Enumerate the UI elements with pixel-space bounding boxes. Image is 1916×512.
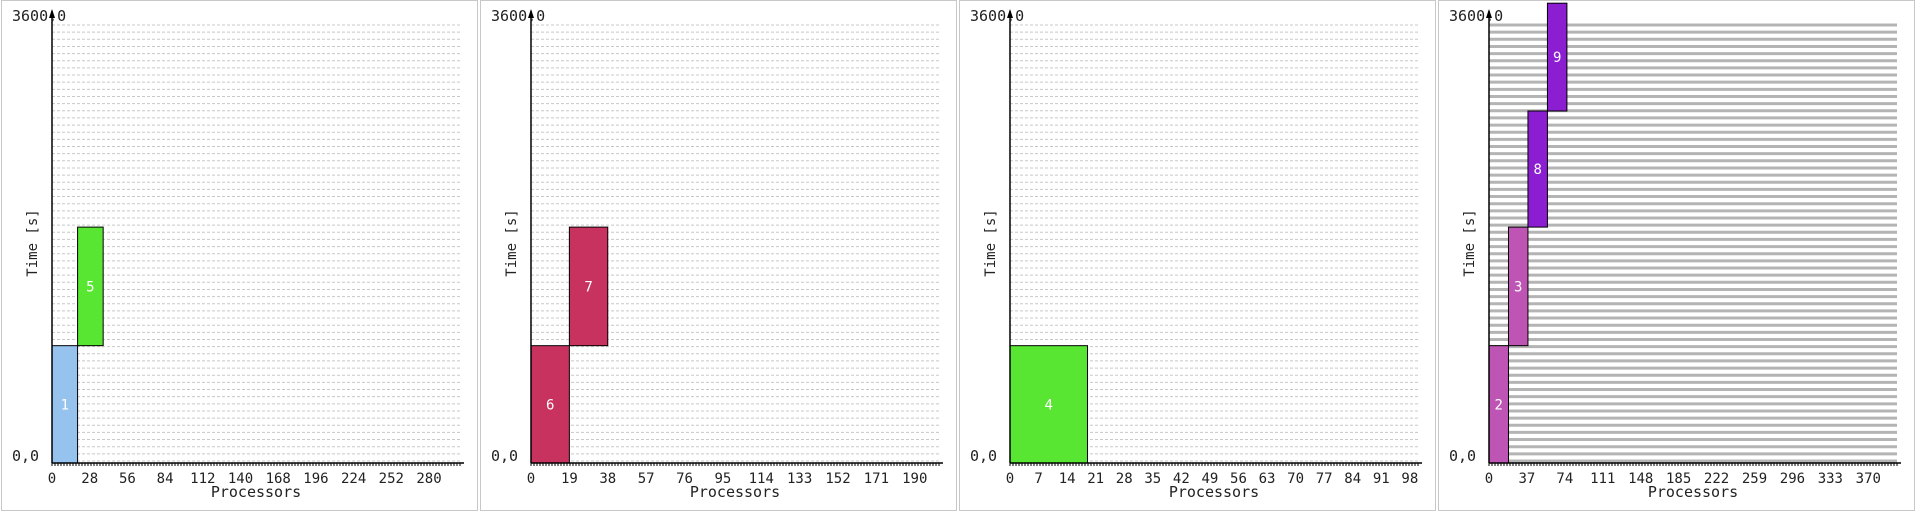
x-axis-title: Processors <box>211 483 301 501</box>
x-tick-label: 190 <box>902 471 927 487</box>
y-top-label: 3600,0 <box>491 7 545 25</box>
chart-panel-3: 4 0 7 14 21 28 35 42 49 56 63 70 77 84 91 98 3600,0 0,0 Ti… <box>959 0 1436 511</box>
job-label: 4 <box>1045 397 1053 413</box>
gantt-chart-1: 1 5 0 28 56 84 112 140 168 196 224 252 280 3600,0 0,0 T… <box>12 7 464 501</box>
gantt-chart-2: 6 7 0 19 38 57 76 95 114 133 152 171 190 3600,0 0,0 Tim… <box>491 7 943 501</box>
x-tick-label: 28 <box>1116 471 1133 487</box>
y-axis-title: Time [s] <box>1462 209 1478 276</box>
x-axis-title: Processors <box>690 483 780 501</box>
x-tick-label: 63 <box>1259 471 1276 487</box>
x-tick-label: 259 <box>1742 471 1767 487</box>
x-tick-label: 98 <box>1401 471 1418 487</box>
x-tick-label: 133 <box>787 471 812 487</box>
y-top-label: 3600,0 <box>12 7 66 25</box>
x-tick-label: 296 <box>1780 471 1805 487</box>
x-tick-label: 70 <box>1287 471 1304 487</box>
job-label: 2 <box>1495 397 1503 413</box>
job-label: 7 <box>584 279 592 295</box>
job-block-7 <box>568 226 609 347</box>
job-block-3 <box>1507 226 1529 347</box>
y-bottom-label: 0,0 <box>491 447 518 465</box>
grid-lines <box>52 24 460 462</box>
y-bottom-label: 0,0 <box>1449 447 1476 465</box>
x-tick-label: 370 <box>1856 471 1881 487</box>
x-tick-label: 224 <box>341 471 366 487</box>
x-tick-label: 112 <box>190 471 215 487</box>
chart-panel-4: 2 3 8 9 0 37 74 111 148 185 222 259 296 333 370 3600,0 0… <box>1438 0 1915 511</box>
x-tick-label: 114 <box>749 471 774 487</box>
job-block-4 <box>1009 345 1089 464</box>
x-minor-ticks <box>1488 463 1898 466</box>
y-top-label: 3600,0 <box>1449 7 1503 25</box>
y-axis-arrow-icon <box>1486 9 1492 18</box>
x-tick-label: 7 <box>1034 471 1042 487</box>
x-tick-label: 0 <box>527 471 535 487</box>
x-tick-label: 140 <box>228 471 253 487</box>
x-tick-label: 0 <box>48 471 56 487</box>
job-block-5 <box>77 226 104 347</box>
x-tick-label: 21 <box>1087 471 1104 487</box>
x-tick-label: 56 <box>1230 471 1247 487</box>
x-tick-label: 196 <box>303 471 328 487</box>
job-block-9 <box>1546 2 1568 112</box>
x-tick-label: 111 <box>1590 471 1615 487</box>
x-tick-label: 14 <box>1059 471 1076 487</box>
job-label: 8 <box>1533 162 1541 178</box>
x-tick-label: 35 <box>1144 471 1161 487</box>
y-top-label: 3600,0 <box>970 7 1024 25</box>
job-label: 9 <box>1553 50 1561 66</box>
x-axis-title: Processors <box>1169 483 1259 501</box>
x-tick-label: 84 <box>1344 471 1361 487</box>
x-tick-label: 252 <box>379 471 404 487</box>
job-label: 1 <box>61 397 69 413</box>
x-tick-label: 19 <box>561 471 578 487</box>
chart-panel-2: 6 7 0 19 38 57 76 95 114 133 152 171 190 3600,0 0,0 Tim… <box>480 0 957 511</box>
x-tick-label: 49 <box>1201 471 1218 487</box>
x-tick-label: 56 <box>119 471 136 487</box>
x-tick-label: 57 <box>638 471 655 487</box>
x-tick-label: 76 <box>676 471 693 487</box>
x-tick-label: 74 <box>1556 471 1573 487</box>
y-axis-arrow-icon <box>528 9 534 18</box>
x-tick-label: 148 <box>1628 471 1653 487</box>
x-tick-label: 168 <box>266 471 291 487</box>
x-tick-label: 42 <box>1173 471 1190 487</box>
x-tick-label: 185 <box>1666 471 1691 487</box>
x-tick-label: 37 <box>1519 471 1536 487</box>
x-tick-label: 38 <box>599 471 616 487</box>
x-tick-label: 0 <box>1006 471 1014 487</box>
x-tick-label: 28 <box>81 471 98 487</box>
job-block-8 <box>1527 110 1548 228</box>
y-axis-arrow-icon <box>49 9 55 18</box>
job-block-6 <box>530 345 570 464</box>
x-minor-ticks <box>51 463 461 466</box>
x-minor-ticks <box>530 463 940 466</box>
y-bottom-label: 0,0 <box>12 447 39 465</box>
gantt-chart-3: 4 0 7 14 21 28 35 42 49 56 63 70 77 84 91 98 3600,0 0,0 Ti… <box>970 7 1422 501</box>
y-bottom-label: 0,0 <box>970 447 997 465</box>
x-tick-label: 152 <box>825 471 850 487</box>
job-label: 3 <box>1514 279 1522 295</box>
y-axis-title: Time [s] <box>983 209 999 276</box>
x-minor-ticks <box>1009 463 1419 466</box>
x-tick-label: 84 <box>157 471 174 487</box>
job-label: 6 <box>546 397 554 413</box>
gantt-chart-4: 2 3 8 9 0 37 74 111 148 185 222 259 296 333 370 3600,0 0… <box>1449 2 1901 501</box>
x-tick-label: 91 <box>1373 471 1390 487</box>
y-axis-title: Time [s] <box>504 209 520 276</box>
x-tick-label: 222 <box>1704 471 1729 487</box>
x-tick-label: 95 <box>714 471 731 487</box>
job-label: 5 <box>86 279 94 295</box>
x-tick-label: 0 <box>1485 471 1493 487</box>
x-tick-label: 333 <box>1818 471 1843 487</box>
y-axis-title: Time [s] <box>25 209 41 276</box>
chart-panel-1: 1 5 0 28 56 84 112 140 168 196 224 252 280 3600,0 0,0 T… <box>1 0 478 511</box>
x-tick-label: 77 <box>1316 471 1333 487</box>
x-tick-label: 280 <box>416 471 441 487</box>
y-axis-arrow-icon <box>1007 9 1013 18</box>
x-axis-title: Processors <box>1648 483 1738 501</box>
x-tick-label: 171 <box>864 471 889 487</box>
